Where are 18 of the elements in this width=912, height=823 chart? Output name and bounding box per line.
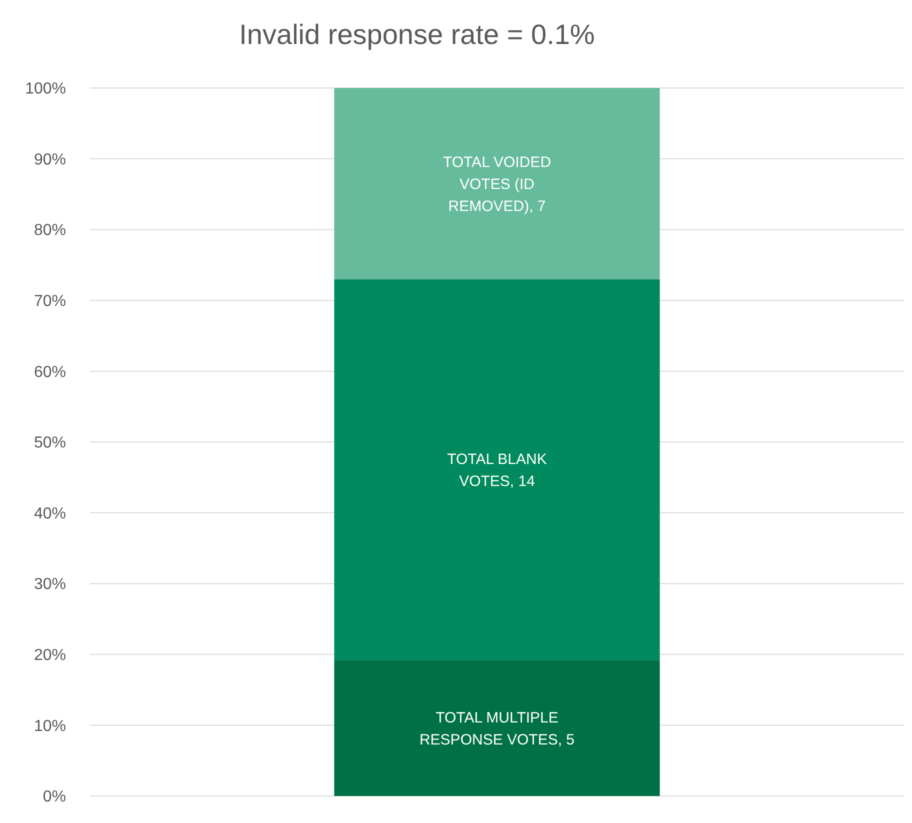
- annotation: TOTAL VOIDED VOTES (ID REMOVED), 7: [442, 154, 552, 215]
- y-tick-label: 70%: [34, 293, 66, 310]
- bar: [334, 279, 660, 660]
- y-tick-label: 10%: [34, 718, 66, 735]
- bar: [334, 88, 660, 280]
- chart-title: Invalid response rate = 0.1%: [239, 19, 595, 50]
- annotation: TOTAL BLANK VOTES, 14: [447, 450, 547, 490]
- y-tick-label: 40%: [34, 505, 66, 522]
- y-tick-label: 20%: [34, 647, 66, 664]
- y-tick-label: 90%: [34, 151, 66, 168]
- y-tick-label: 80%: [34, 222, 66, 240]
- y-tick-label: 50%: [34, 434, 66, 452]
- annotation: TOTAL MULTIPLE RESPONSE VOTES, 5: [419, 709, 575, 748]
- y-tick-label: 60%: [34, 364, 66, 381]
- y-tick-label: 100%: [25, 80, 66, 98]
- y-tick-label: 30%: [34, 576, 66, 594]
- bar: [334, 660, 660, 796]
- y-tick-label: 0%: [42, 788, 66, 806]
